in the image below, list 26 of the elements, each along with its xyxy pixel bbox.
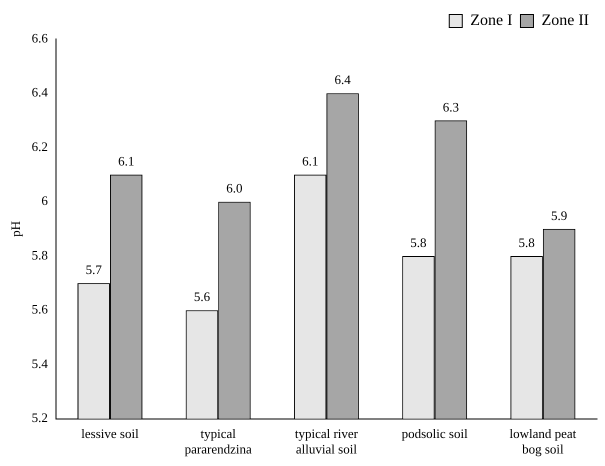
data-label: 6.4 <box>334 72 352 88</box>
legend-label: Zone I <box>470 12 512 30</box>
x-tick-label: typical pararendzina <box>184 426 252 457</box>
y-tick-label: 5.6 <box>32 302 48 317</box>
y-tick-label: 5.8 <box>32 247 48 262</box>
x-tick-label: podsolic soil <box>402 426 468 442</box>
y-tick-label: 6.2 <box>32 138 48 154</box>
data-label: 5.6 <box>194 289 211 304</box>
data-label: 5.8 <box>410 234 427 250</box>
y-tick-label: 6.6 <box>32 30 48 46</box>
y-tick-label: 6.4 <box>32 84 48 100</box>
data-label: 5.7 <box>86 262 102 278</box>
legend-label: Zone II <box>541 12 589 30</box>
data-label: 5.9 <box>550 208 568 223</box>
y-tick-label: 5.4 <box>32 356 48 371</box>
x-tick-label: typical river alluvial soil <box>294 426 359 457</box>
data-label: 6.1 <box>118 154 134 169</box>
x-tick-label: lowland peat bog soil <box>509 426 577 457</box>
data-label: 6.3 <box>442 99 460 114</box>
y-tick-label: 6 <box>41 193 48 208</box>
data-label: 5.8 <box>518 234 535 250</box>
data-label: 6.0 <box>226 180 243 196</box>
data-label: 6.1 <box>302 154 318 169</box>
y-tick-label: 5.2 <box>32 410 48 426</box>
x-tick-label: lessive soil <box>81 426 140 442</box>
y-axis-title: pH <box>8 220 24 237</box>
